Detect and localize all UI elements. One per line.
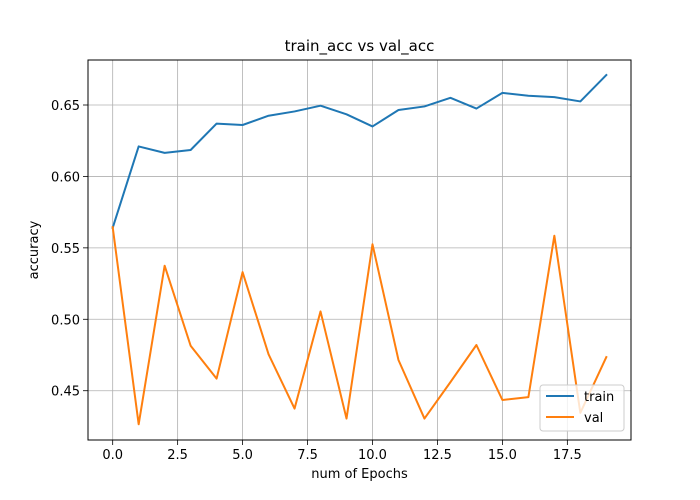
plot-frame	[87, 59, 632, 441]
legend: train val	[539, 384, 625, 432]
axis-ticks: 0.0 2.5 5.0 7.5 10.0 12.5 15.0 17.5 0.45 0.50 0.55…	[51, 99, 582, 463]
y-tick-label: 0.50	[51, 313, 80, 328]
x-tick-label: 17.5	[553, 448, 582, 463]
train-series-line	[111, 73, 608, 230]
y-tick-label: 0.45	[51, 385, 80, 400]
x-tick-label: 5.0	[232, 448, 253, 463]
legend-val-label: val	[584, 411, 603, 426]
y-tick-label: 0.55	[51, 242, 80, 257]
chart-title: train_acc vs val_acc	[285, 37, 435, 56]
val-series-line	[111, 226, 608, 426]
series-lines	[111, 73, 608, 426]
x-tick-label: 12.5	[423, 448, 452, 463]
y-tick-label: 0.65	[51, 99, 80, 114]
y-tick-label: 0.60	[51, 170, 80, 185]
x-tick-label: 7.5	[297, 448, 318, 463]
legend-train-label: train	[584, 390, 614, 405]
x-tick-label: 0.0	[102, 448, 123, 463]
y-axis-label: accuracy	[27, 220, 42, 279]
x-tick-label: 2.5	[167, 448, 188, 463]
x-tick-label: 15.0	[488, 448, 517, 463]
x-tick-label: 10.0	[358, 448, 387, 463]
x-axis-label: num of Epochs	[311, 467, 408, 482]
